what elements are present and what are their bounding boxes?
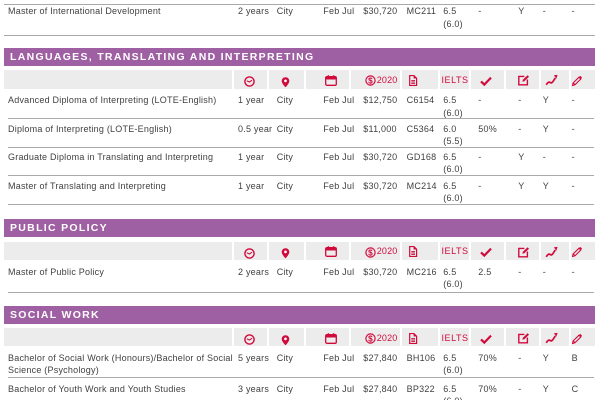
svg-text:$: $ [368, 76, 373, 85]
svg-text:$: $ [368, 334, 373, 343]
svg-text:$: $ [368, 248, 373, 257]
